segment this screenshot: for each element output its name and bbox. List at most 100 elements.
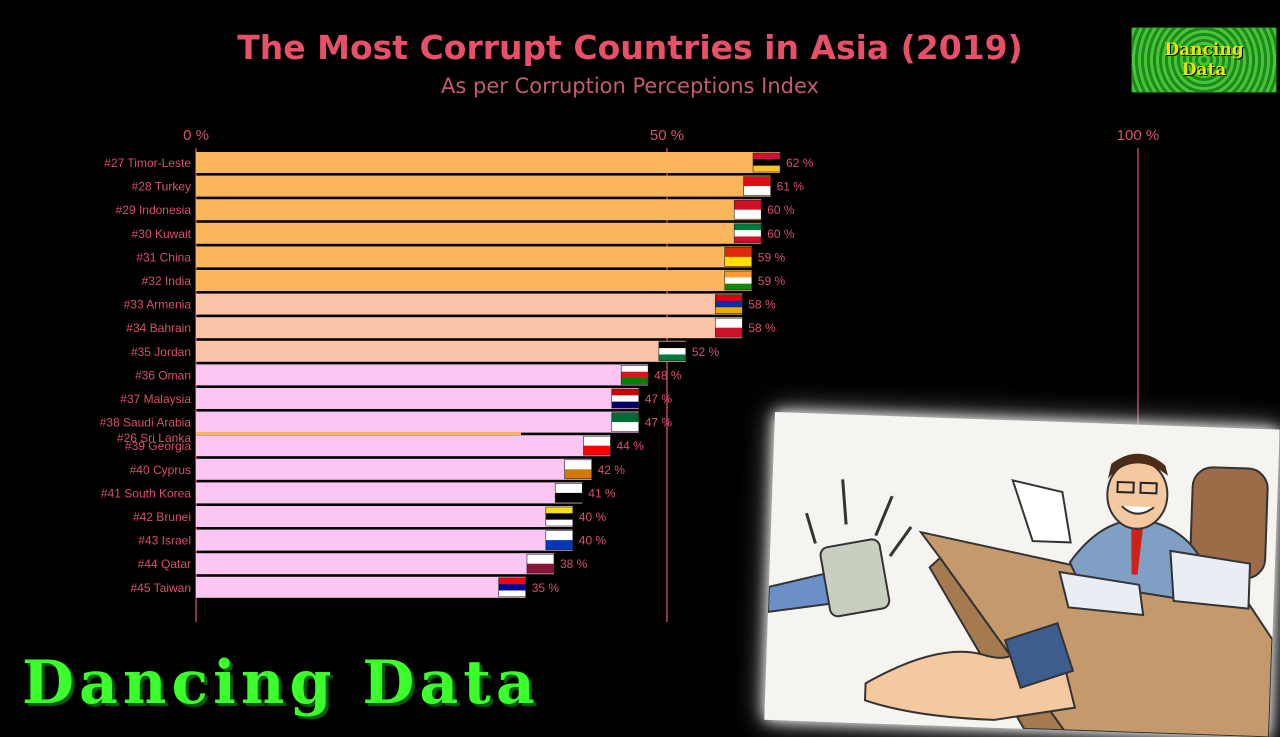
taiwan-flag-stripe (498, 590, 526, 597)
bar (196, 199, 762, 221)
malaysia-flag-stripe (611, 401, 639, 409)
israel-flag (545, 530, 574, 550)
bahrain-flag-stripe (715, 327, 743, 338)
cartoon-drawing (766, 453, 1274, 737)
logo-line-1: Dancing (1164, 40, 1244, 60)
bar (196, 175, 771, 197)
jordan-flag (658, 341, 687, 362)
bar (196, 506, 573, 527)
bar (196, 458, 592, 480)
india-flag (724, 270, 753, 291)
kuwait-flag-stripe (734, 230, 762, 237)
cyprus-flag-stripe (564, 469, 592, 479)
bar (196, 317, 743, 339)
israel-flag-stripe (545, 540, 573, 550)
bribery-cartoon-illustration (764, 412, 1280, 737)
georgia-flag (583, 435, 611, 456)
kuwait-flag-stripe (734, 223, 762, 231)
bar (196, 222, 762, 244)
india-flag-stripe (724, 271, 752, 278)
transition-bar (196, 432, 521, 435)
bar-chart: 0 % 50 % 100 % #27 Timor-Leste 62 % #28 Turke… (100, 127, 1159, 622)
category-label: #45 Taiwan (131, 581, 192, 595)
value-label: 42 % (598, 463, 626, 477)
category-label: #40 Cyprus (130, 463, 191, 477)
qatar-flag-stripe (526, 554, 554, 564)
bar (196, 246, 752, 268)
south-korea-flag-stripe (555, 483, 583, 494)
brunei-flag (545, 506, 574, 527)
armenia-flag-stripe (715, 307, 743, 314)
value-label: 60 % (767, 227, 795, 241)
value-label: 52 % (692, 345, 720, 359)
value-label: 62 % (786, 156, 814, 170)
timor-leste-flag-stripe (753, 153, 781, 160)
dancing-data-logo: Dancing Data (1131, 27, 1277, 93)
armenia-flag (715, 294, 743, 314)
bar (196, 529, 573, 551)
chart-subtitle: As per Corruption Perceptions Index (441, 74, 819, 98)
malaysia-flag (611, 388, 640, 409)
indonesia-flag-stripe (734, 200, 762, 210)
cyprus-flag (564, 459, 592, 480)
value-label: 44 % (616, 439, 644, 453)
south-korea-flag (554, 483, 583, 503)
brunei-flag-stripe (545, 513, 573, 520)
value-label: 48 % (654, 368, 682, 382)
category-label: #31 China (136, 250, 191, 264)
armenia-flag-stripe (715, 300, 743, 308)
category-label: #34 Bahrain (126, 321, 191, 335)
bar (196, 388, 639, 409)
bar (196, 576, 526, 598)
oman-flag-stripe (621, 378, 649, 385)
turkey-flag-stripe (743, 186, 771, 196)
value-label: 60 % (767, 203, 795, 217)
category-label: #43 Israel (138, 534, 191, 548)
south-korea-flag-stripe (555, 492, 583, 503)
turkey-flag-stripe (743, 176, 771, 187)
bar (196, 482, 583, 504)
value-label: 47 % (645, 416, 673, 430)
category-label: #38 Saudi Arabia (100, 416, 192, 430)
value-label: 47 % (645, 392, 673, 406)
category-label: #32 India (142, 274, 192, 288)
china-flag-stripe (724, 256, 752, 267)
oman-flag-stripe (621, 371, 649, 379)
category-label: #39 Georgia (125, 439, 191, 453)
value-label: 59 % (758, 250, 786, 264)
value-label: 35 % (532, 581, 560, 595)
brunei-flag-stripe (545, 507, 573, 514)
bar (196, 270, 752, 291)
timor-leste-flag-stripe (753, 165, 781, 173)
oman-flag (620, 365, 649, 385)
x-tick-label: 50 % (650, 127, 684, 144)
bahrain-flag (715, 317, 743, 338)
kuwait-flag-stripe (734, 236, 762, 243)
kuwait-flag (733, 223, 762, 244)
category-label: #37 Malaysia (120, 392, 191, 406)
category-label: #28 Turkey (132, 180, 191, 194)
bar (196, 293, 743, 315)
category-label: #41 South Korea (101, 486, 191, 500)
bar (196, 553, 554, 575)
saudi-arabia-flag (611, 412, 640, 432)
category-label: #36 Oman (135, 368, 191, 382)
category-label: #30 Kuwait (132, 227, 192, 241)
category-label: #33 Armenia (124, 298, 192, 312)
brunei-flag-stripe (545, 519, 573, 527)
value-label: 41 % (588, 486, 616, 500)
bar (196, 364, 649, 386)
bar (196, 411, 639, 433)
indonesia-flag-stripe (734, 209, 762, 220)
india-flag-stripe (724, 283, 752, 291)
bar (196, 340, 686, 362)
value-label: 58 % (748, 298, 776, 312)
logo-line-2: Data (1181, 60, 1227, 80)
india-flag-stripe (724, 277, 752, 284)
dancing-data-banner: Dancing Data (22, 648, 540, 718)
value-label: 38 % (560, 557, 588, 571)
category-label: #42 Brunei (133, 510, 191, 524)
jordan-flag-stripe (658, 341, 686, 349)
jordan-flag-stripe (658, 348, 686, 355)
transition-bar-label: #26 Sri Lanka (117, 431, 191, 445)
